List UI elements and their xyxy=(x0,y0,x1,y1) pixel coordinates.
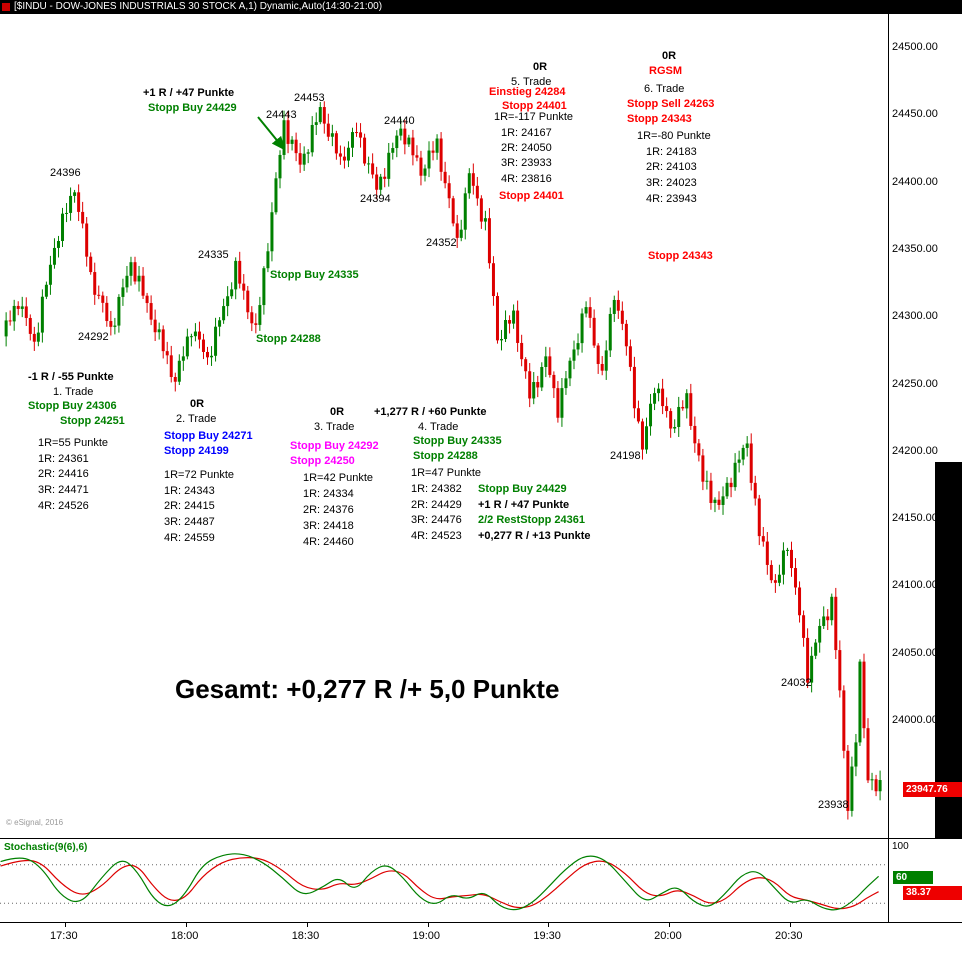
time-axis-label: 18:00 xyxy=(170,930,199,942)
stochastic-red-line xyxy=(0,857,879,910)
panel-separator xyxy=(0,838,962,839)
price-axis-label: 24300.00 xyxy=(892,310,938,323)
time-axis-tick xyxy=(65,922,67,927)
time-axis-tick xyxy=(306,922,308,927)
time-axis-label: 18:30 xyxy=(291,930,320,942)
price-axis-label: 24350.00 xyxy=(892,242,938,255)
time-axis-tick xyxy=(185,922,187,927)
time-axis-border xyxy=(0,922,962,923)
price-axis-label: 24500.00 xyxy=(892,41,938,53)
time-axis-label: 20:30 xyxy=(774,930,803,942)
time-axis-label: 17:30 xyxy=(50,930,78,942)
stochastic-label: Stochastic(9(6),6) xyxy=(4,842,88,853)
stochastic-panel[interactable] xyxy=(0,840,888,922)
plot-right-border xyxy=(888,14,889,922)
stochastic-green-value-badge: 60 xyxy=(893,871,933,884)
side-panel-strip xyxy=(935,462,962,838)
arrow-annotation xyxy=(257,116,286,151)
copyright: © eSignal, 2016 xyxy=(6,818,64,827)
price-axis-label: 24200.00 xyxy=(892,444,938,457)
time-axis-tick xyxy=(548,922,550,927)
last-price-badge: 23947.76 xyxy=(903,782,962,797)
price-chart-plot[interactable] xyxy=(0,14,888,838)
price-axis-label: 24050.00 xyxy=(892,646,938,659)
time-axis-label: 20:00 xyxy=(654,930,682,942)
time-axis-tick xyxy=(789,922,791,927)
time-axis-label: 19:30 xyxy=(533,930,561,942)
price-axis-label: 24150.00 xyxy=(892,512,938,525)
stochastic-axis-max: 100 xyxy=(892,841,909,852)
time-axis-label: 19:00 xyxy=(412,930,441,942)
stochastic-red-value-badge: 38.37 xyxy=(903,886,962,900)
price-axis-label: 24450.00 xyxy=(892,108,938,121)
price-axis-label: 24000.00 xyxy=(892,714,938,726)
title-bar[interactable]: [$INDU - DOW-JONES INDUSTRIALS 30 STOCK … xyxy=(0,0,962,14)
price-axis-label: 24250.00 xyxy=(892,377,938,390)
time-axis-tick xyxy=(669,922,671,927)
app-icon xyxy=(2,3,10,11)
price-axis-label: 24400.00 xyxy=(892,175,938,188)
stochastic-green-line xyxy=(0,853,879,911)
window-title: [$INDU - DOW-JONES INDUSTRIALS 30 STOCK … xyxy=(14,1,383,12)
price-axis-label: 24100.00 xyxy=(892,579,938,592)
time-axis-tick xyxy=(427,922,429,927)
